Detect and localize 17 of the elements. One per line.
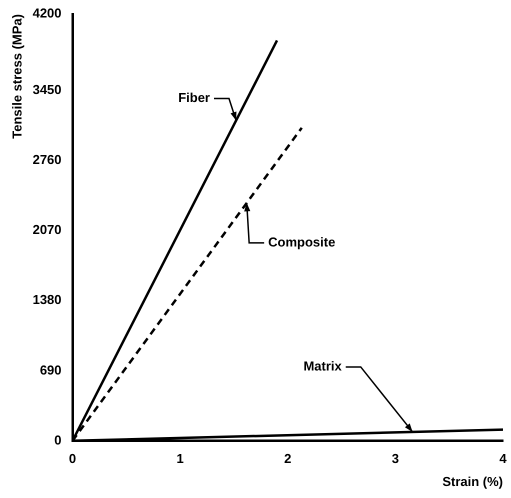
x-tick-label: 4 — [499, 451, 508, 466]
y-tick-label: 0 — [54, 432, 62, 448]
text: Fiber — [178, 90, 210, 106]
x-axis-title: Strain (%) — [442, 474, 503, 489]
x-tick-label: 3 — [392, 451, 399, 466]
y-axis-title: Tensile stress (MPa) — [9, 14, 24, 139]
y-tick-label: 3450 — [32, 82, 62, 97]
x-tick-label: 0 — [68, 451, 76, 466]
x-tick-label: 2 — [284, 451, 292, 466]
text: Matrix — [303, 358, 343, 374]
y-tick-label: 1380 — [32, 292, 62, 308]
x-tick-label: 1 — [176, 451, 184, 466]
y-tick-label: 4200 — [32, 6, 62, 21]
y-tick-label: 2070 — [32, 222, 62, 238]
y-tick-label: 2760 — [32, 152, 62, 167]
y-tick-label: 690 — [40, 362, 62, 378]
text: Composite — [268, 234, 336, 250]
